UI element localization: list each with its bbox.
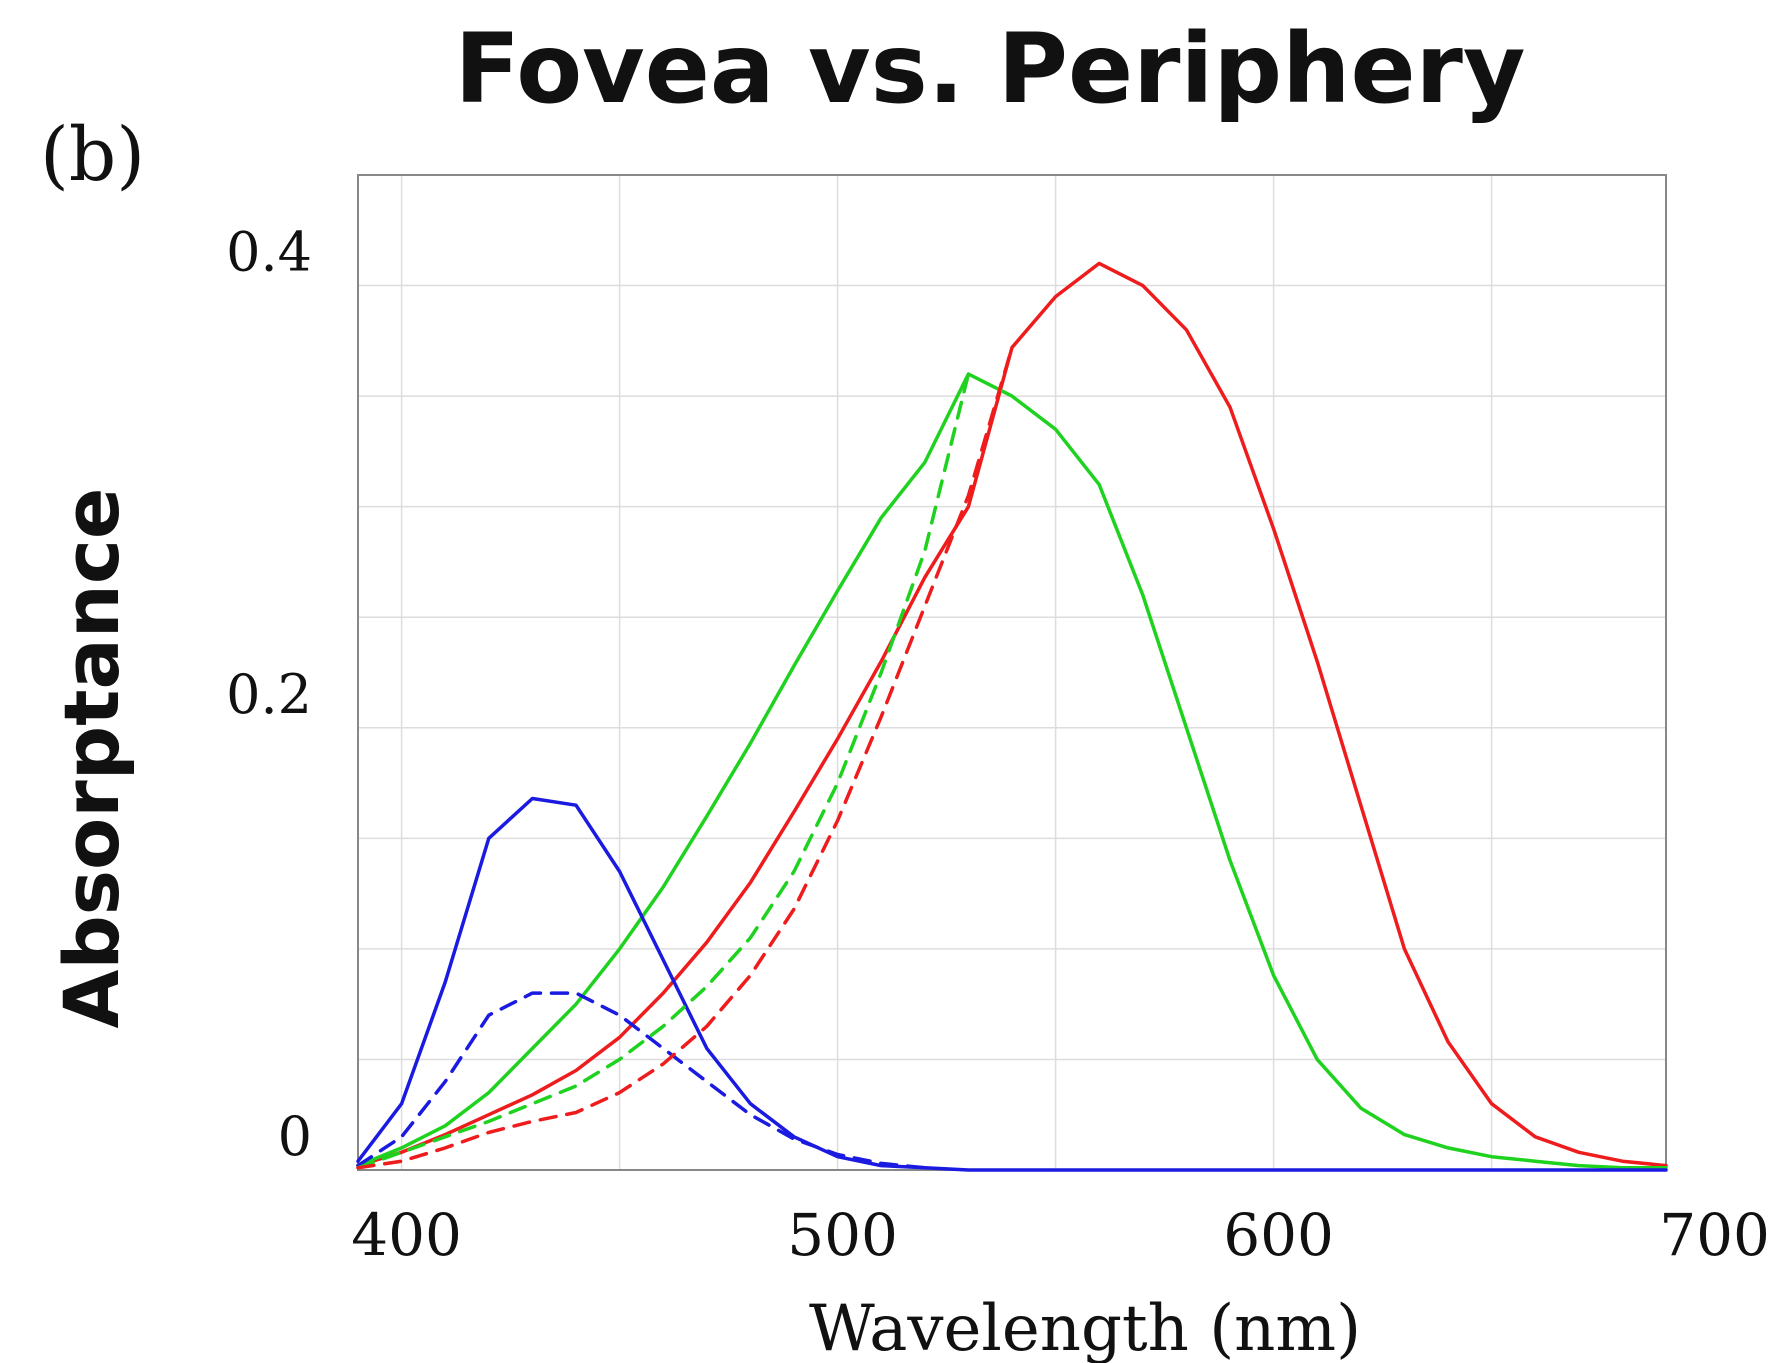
series-line-dashed bbox=[356, 372, 971, 1170]
x-tick-label: 700 bbox=[1659, 1201, 1770, 1269]
y-tick-label: 0.4 bbox=[226, 221, 312, 284]
series-line-solid bbox=[356, 372, 1668, 1170]
series-lines bbox=[356, 261, 1668, 1172]
y-axis-label: Absorptance bbox=[47, 488, 136, 1029]
series-line-dashed bbox=[356, 991, 927, 1170]
series-line-solid bbox=[356, 796, 1668, 1172]
x-axis-label: Wavelength (nm) bbox=[809, 1292, 1361, 1363]
tick-labels: 400 500 600 700 0 0.2 0.4 bbox=[226, 221, 1770, 1269]
x-tick-label: 500 bbox=[787, 1201, 898, 1269]
x-tick-label: 600 bbox=[1223, 1201, 1334, 1269]
panel-label: (b) bbox=[40, 112, 145, 198]
series-line-dashed bbox=[356, 345, 1014, 1170]
series-line-solid bbox=[356, 261, 1668, 1168]
x-tick-label: 400 bbox=[351, 1201, 462, 1269]
y-tick-label: 0.2 bbox=[226, 663, 312, 726]
chart-title: Fovea vs. Periphery bbox=[455, 13, 1526, 125]
grid-lines bbox=[358, 174, 1666, 1170]
plot-area-frame bbox=[357, 174, 1667, 1171]
y-tick-label: 0 bbox=[278, 1105, 312, 1168]
